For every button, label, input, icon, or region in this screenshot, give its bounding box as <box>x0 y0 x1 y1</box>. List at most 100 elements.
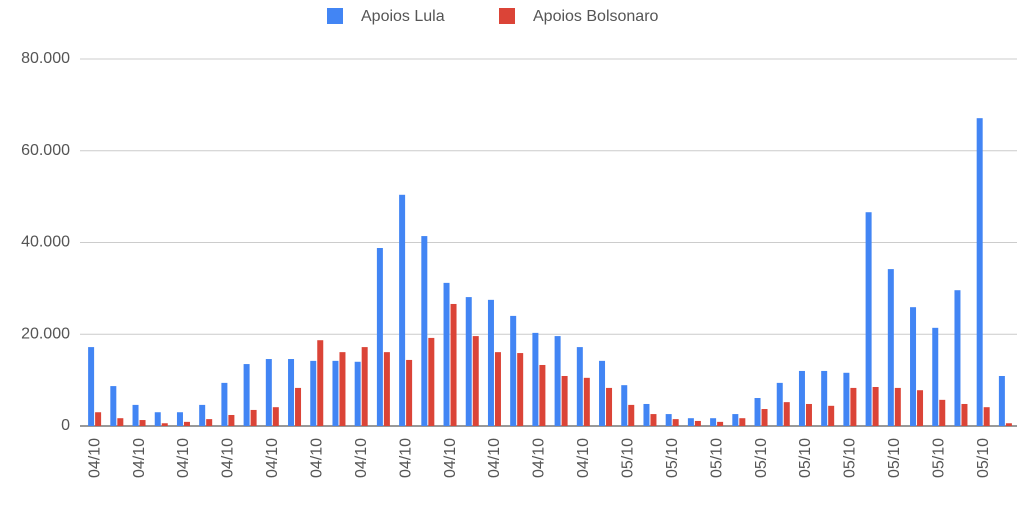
bar <box>406 359 413 426</box>
bar <box>88 347 95 426</box>
bar <box>917 390 924 426</box>
x-tick-label: 04/10 <box>397 438 414 478</box>
bar <box>450 303 457 426</box>
bar <box>939 399 946 426</box>
bar <box>510 315 517 426</box>
legend-swatch <box>499 8 515 24</box>
bar <box>339 352 346 426</box>
bar <box>828 405 835 426</box>
x-tick-label: 04/10 <box>175 438 192 478</box>
bar <box>494 352 501 426</box>
bar <box>850 387 857 426</box>
bar <box>583 377 590 426</box>
bar <box>732 414 739 426</box>
x-tick-label: 05/10 <box>975 438 992 478</box>
bar <box>117 418 124 426</box>
bar <box>932 327 939 426</box>
bar <box>443 282 450 426</box>
bar <box>710 418 717 426</box>
bar <box>717 421 724 426</box>
bar <box>783 402 790 426</box>
bar <box>998 375 1005 426</box>
bar <box>805 403 812 426</box>
bar <box>332 360 339 426</box>
bar <box>250 409 257 426</box>
bar <box>894 387 901 426</box>
bar <box>95 412 102 426</box>
bar <box>361 347 368 426</box>
x-tick-label: 05/10 <box>797 438 814 478</box>
x-tick-label: 04/10 <box>86 438 103 478</box>
bar <box>183 421 190 426</box>
bar <box>687 418 694 426</box>
x-tick-label: 04/10 <box>486 438 503 478</box>
bar <box>383 352 390 426</box>
bar <box>199 404 206 426</box>
bar <box>910 307 917 426</box>
bar <box>295 387 302 426</box>
y-tick-label: 20.000 <box>21 325 70 342</box>
x-tick-label: 04/10 <box>308 438 325 478</box>
bar <box>821 370 828 426</box>
x-tick-label: 04/10 <box>220 438 237 478</box>
y-tick-label: 0 <box>61 417 70 434</box>
x-tick-label: 05/10 <box>753 438 770 478</box>
bar <box>421 236 428 426</box>
bar <box>1005 423 1012 426</box>
bar <box>665 414 672 426</box>
bar <box>176 412 183 426</box>
bar <box>399 194 406 426</box>
bar <box>154 412 161 426</box>
bar <box>983 407 990 426</box>
x-tick-label: 04/10 <box>575 438 592 478</box>
bar <box>887 269 894 426</box>
x-tick-label: 05/10 <box>842 438 859 478</box>
x-tick-label: 05/10 <box>664 438 681 478</box>
bar <box>776 382 783 426</box>
bar <box>650 414 657 426</box>
bar <box>221 382 228 426</box>
bar <box>599 360 606 426</box>
bar <box>376 248 383 426</box>
x-tick-label: 04/10 <box>264 438 281 478</box>
bar <box>961 403 968 426</box>
bar <box>310 360 317 426</box>
y-tick-label: 60.000 <box>21 142 70 159</box>
legend-label: Apoios Bolsonaro <box>533 8 659 25</box>
bar <box>621 385 628 426</box>
bar <box>472 336 479 426</box>
x-tick-label: 05/10 <box>619 438 636 478</box>
x-tick-label: 05/10 <box>708 438 725 478</box>
bar <box>798 370 805 426</box>
bar <box>243 364 250 426</box>
bar <box>954 290 961 426</box>
legend-swatch <box>327 8 343 24</box>
bar <box>132 404 139 426</box>
bar <box>272 407 279 426</box>
bar <box>672 419 679 426</box>
bar <box>228 414 235 426</box>
bar <box>465 297 472 426</box>
bar <box>865 212 872 426</box>
bar <box>532 332 539 426</box>
bar <box>606 387 613 426</box>
x-tick-label: 05/10 <box>886 438 903 478</box>
bar <box>428 337 435 426</box>
bar <box>317 340 324 426</box>
bar <box>265 359 272 426</box>
bar <box>754 398 761 426</box>
y-tick-label: 40.000 <box>21 234 70 251</box>
bar <box>694 420 701 426</box>
y-tick-label: 80.000 <box>21 50 70 67</box>
bar <box>872 387 879 426</box>
bar <box>539 364 546 426</box>
x-tick-label: 04/10 <box>531 438 548 478</box>
bar <box>739 418 746 426</box>
bar <box>628 404 635 426</box>
bar <box>110 386 117 426</box>
bar <box>354 361 361 426</box>
x-tick-label: 04/10 <box>442 438 459 478</box>
x-tick-label: 04/10 <box>131 438 148 478</box>
bar <box>843 372 850 426</box>
